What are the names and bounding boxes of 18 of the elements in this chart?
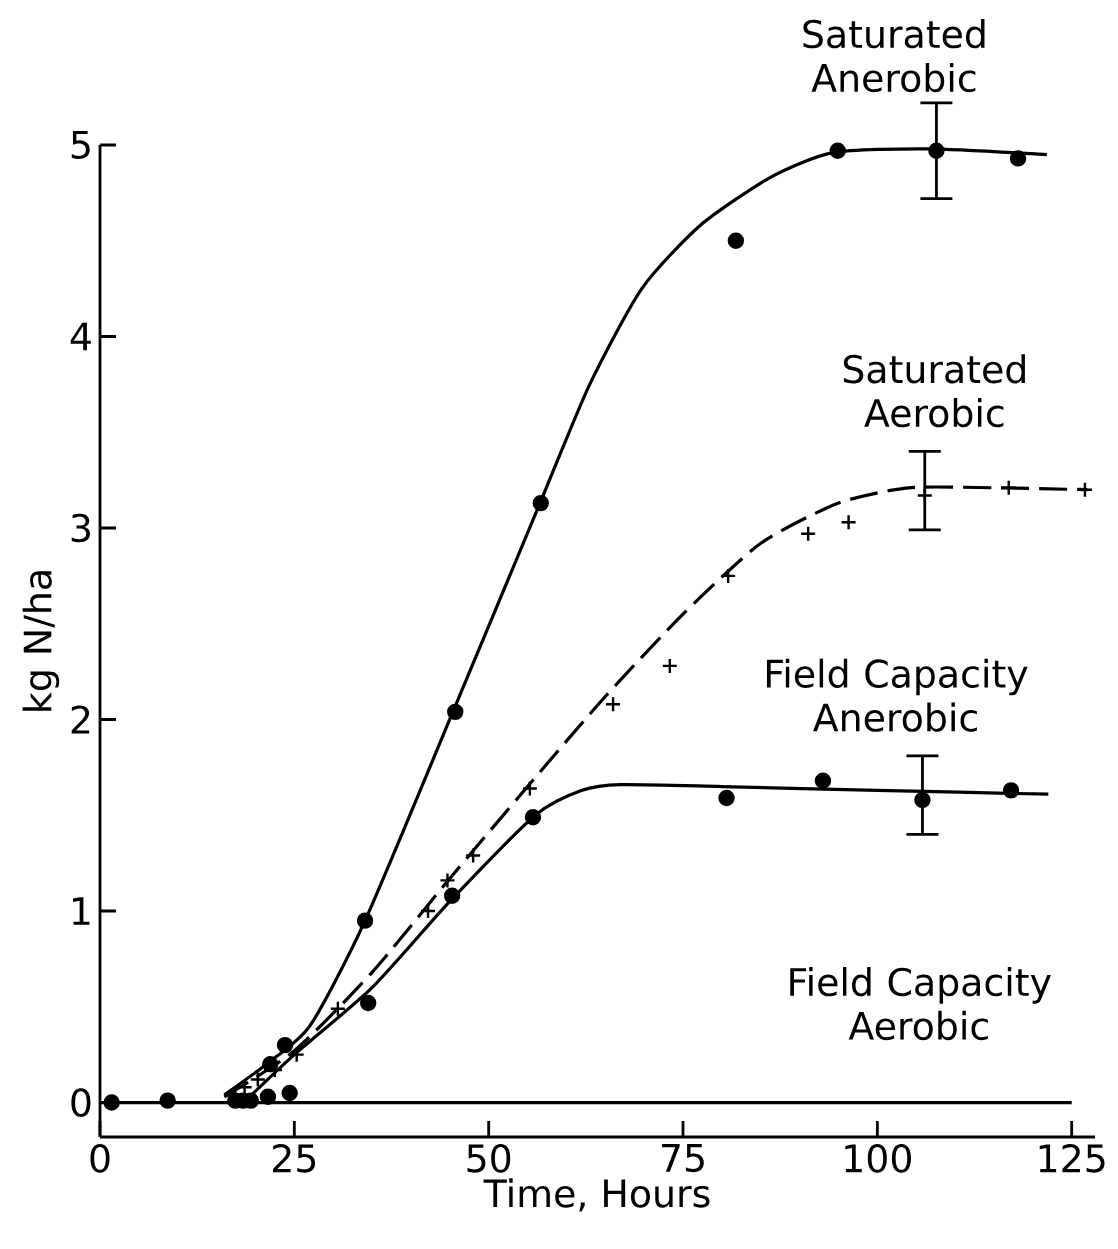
y-tick-label: 4: [70, 322, 91, 351]
y-tick-label: 5: [71, 130, 90, 160]
x-tick-label: 25: [273, 1144, 316, 1173]
series-label: Saturated Anerobic: [803, 19, 985, 93]
x-tick-label: 100: [845, 1144, 911, 1173]
x-axis-title: Time, Hours: [483, 1178, 710, 1212]
series-label: Field Capacity Aerobic: [790, 967, 1051, 1041]
y-tick-label: 0: [71, 1088, 91, 1117]
x-tick-label: 50: [467, 1144, 511, 1173]
x-tick-label: 75: [662, 1144, 704, 1173]
x-tick-label: 125: [1039, 1144, 1105, 1173]
series-label: Field Capacity Anerobic: [766, 658, 1028, 732]
y-tick-label: 3: [71, 513, 90, 543]
y-tick-label: 2: [71, 705, 90, 734]
x-tick-label: 0: [90, 1144, 110, 1173]
y-tick-label: 1: [73, 897, 90, 925]
y-axis-title: kg N/ha: [22, 571, 60, 711]
series-label: Saturated Aerobic: [843, 354, 1025, 428]
